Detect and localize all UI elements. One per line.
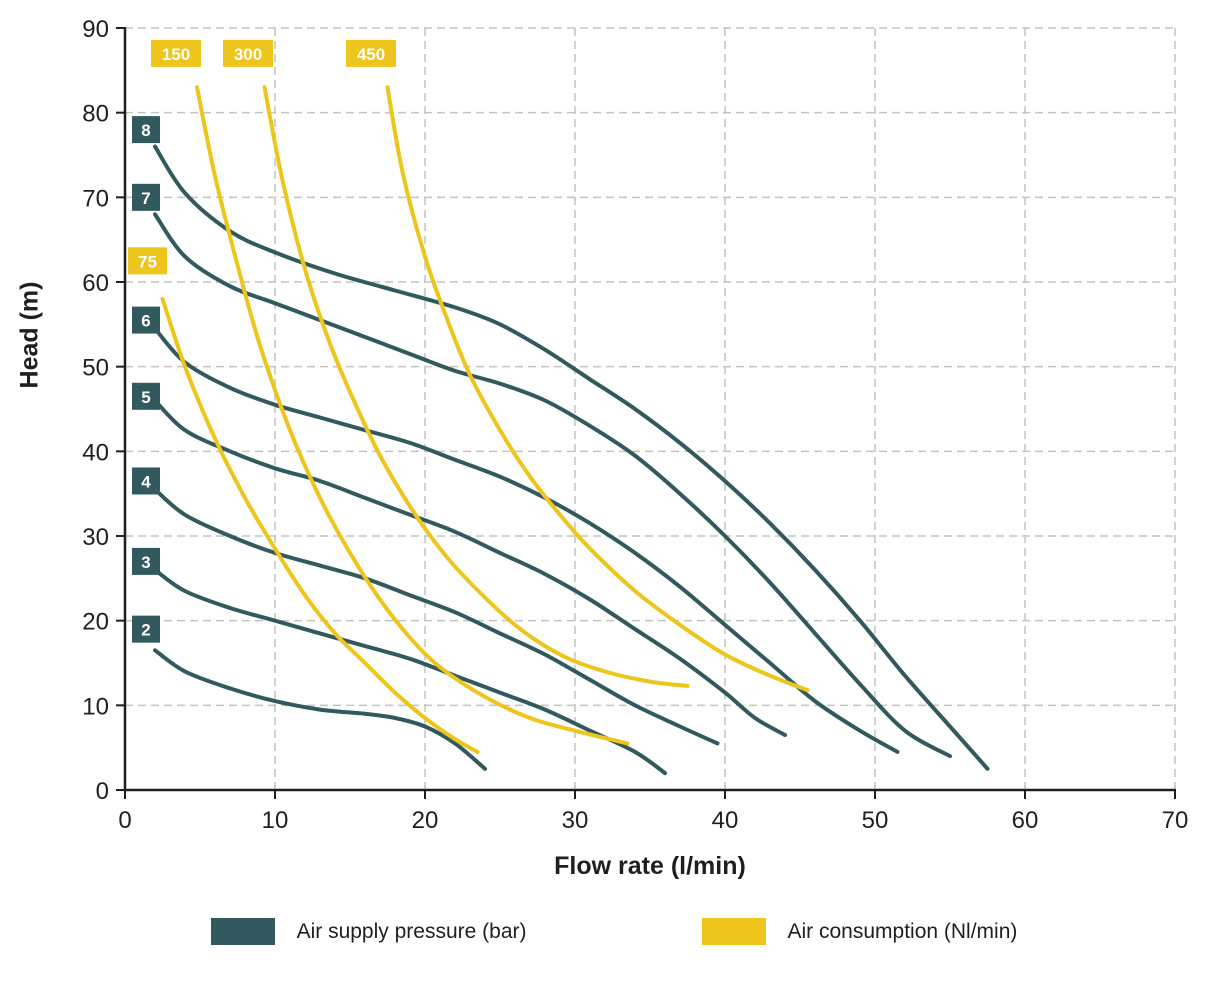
x-tick-label-20: 20 <box>412 807 439 834</box>
consumption-150-label: 150 <box>162 45 190 64</box>
consumption-300-label-box <box>223 39 273 67</box>
consumption-swatch <box>701 918 766 945</box>
pressure-legend-label: Air supply pressure (bar) <box>296 919 527 943</box>
pressure-2-bar-label: 2 <box>141 621 150 640</box>
consumption-75-label-box <box>128 247 167 275</box>
pressure-4-bar-curve <box>153 487 720 746</box>
legend-item-consumption: Air consumption (Nl/min) <box>701 918 1018 945</box>
x-tick-label-70: 70 <box>1162 807 1189 834</box>
consumption-300-curve <box>262 85 690 688</box>
pressure-2-bar-curve <box>153 648 487 771</box>
x-tick-label-0: 0 <box>118 807 131 834</box>
y-tick-label-10: 10 <box>82 693 109 720</box>
y-tick-label-40: 40 <box>82 439 109 466</box>
pressure-8-bar-label: 8 <box>141 121 150 140</box>
y-tick-label-0: 0 <box>96 778 109 805</box>
pressure-5-bar-curve <box>153 398 787 737</box>
y-tick-label-50: 50 <box>82 355 109 382</box>
legend-item-pressure: Air supply pressure (bar) <box>210 918 527 945</box>
y-tick-label-20: 20 <box>82 609 109 636</box>
x-tick-label-50: 50 <box>862 807 889 834</box>
pressure-4-bar-label-box <box>132 467 160 495</box>
x-tick-label-30: 30 <box>562 807 589 834</box>
pressure-5-bar-label: 5 <box>141 388 150 407</box>
pressure-2-bar-label-box <box>132 615 160 643</box>
y-tick-label-80: 80 <box>82 101 109 128</box>
pressure-6-bar-label: 6 <box>141 312 150 331</box>
consumption-75-curve <box>160 296 480 754</box>
consumption-150-label-box <box>151 39 201 67</box>
y-axis-title: Head (m) <box>15 281 44 389</box>
x-tick-label-60: 60 <box>1012 807 1039 834</box>
consumption-150-curve <box>195 85 630 746</box>
pressure-3-bar-label-box <box>132 547 160 575</box>
legend: Air supply pressure (bar) Air consumptio… <box>0 918 1228 945</box>
pressure-8-bar-label-box <box>132 116 160 144</box>
consumption-legend-label: Air consumption (Nl/min) <box>787 919 1018 943</box>
pressure-6-bar-curve <box>153 326 900 754</box>
y-tick-label-90: 90 <box>82 16 109 43</box>
consumption-450-curve <box>385 85 810 693</box>
pressure-5-bar-label-box <box>132 382 160 410</box>
consumption-450-label-box <box>346 39 396 67</box>
x-tick-label-10: 10 <box>262 807 289 834</box>
y-tick-label-30: 30 <box>82 524 109 551</box>
pressure-7-bar-curve <box>153 212 952 759</box>
pressure-6-bar-label-box <box>132 306 160 334</box>
pressure-3-bar-curve <box>153 567 667 776</box>
consumption-450-label: 450 <box>357 45 385 64</box>
x-tick-label-40: 40 <box>712 807 739 834</box>
pressure-7-bar-label-box <box>132 183 160 211</box>
pressure-4-bar-label: 4 <box>141 472 151 491</box>
consumption-75-label: 75 <box>138 252 157 271</box>
consumption-300-label: 300 <box>234 45 262 64</box>
pressure-swatch <box>210 918 275 945</box>
y-tick-label-60: 60 <box>82 270 109 297</box>
y-tick-label-70: 70 <box>82 185 109 212</box>
x-axis-title: Flow rate (l/min) <box>554 852 746 880</box>
pressure-7-bar-label: 7 <box>141 189 150 208</box>
pressure-3-bar-label: 3 <box>141 553 150 572</box>
pressure-8-bar-curve <box>153 144 990 771</box>
